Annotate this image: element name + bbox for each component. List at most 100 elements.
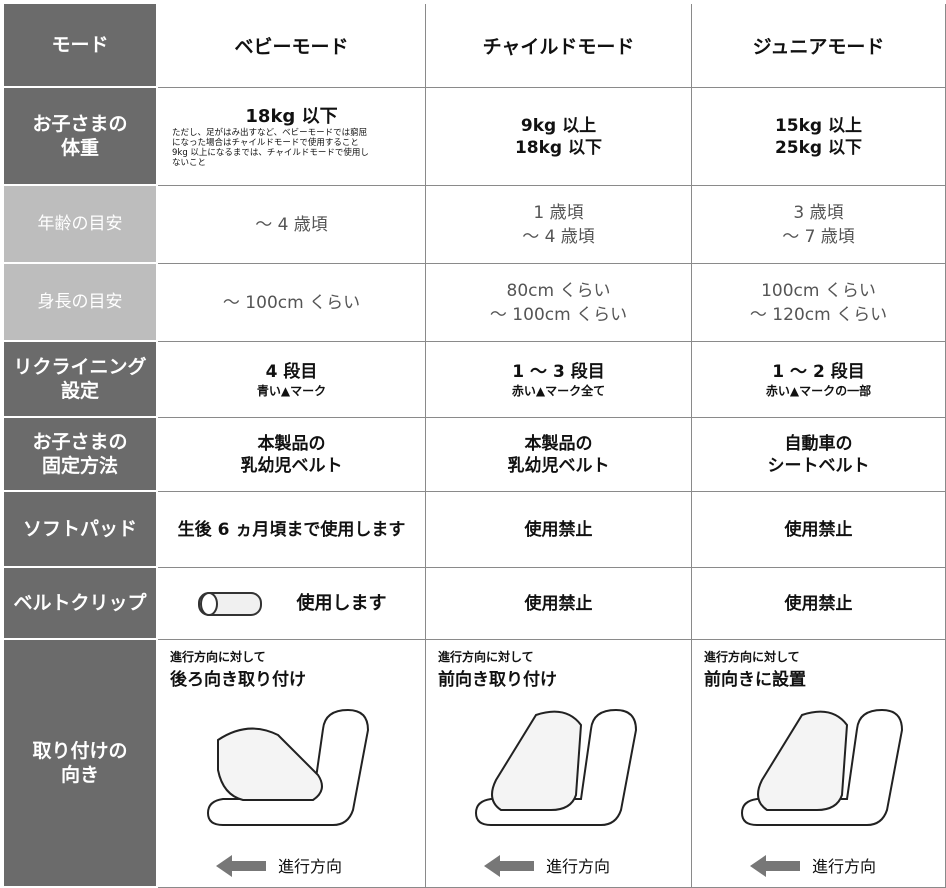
- direction-arrow: [484, 855, 534, 877]
- direction-caption: 進行方向: [812, 857, 877, 876]
- direction-pre: 進行方向に対して: [438, 650, 534, 664]
- value-main: 使用します: [296, 592, 387, 614]
- direction-caption: 進行方向: [546, 857, 611, 876]
- direction-pre: 進行方向に対して: [170, 650, 266, 664]
- clip-row: 使用します: [197, 587, 387, 621]
- row-label-line: 身長の目安: [37, 292, 123, 312]
- value-cell: 80cm くらい ～ 100cm くらい: [426, 264, 692, 342]
- value-main: シートベルト: [767, 455, 870, 476]
- value-main: ～ 7 歳頃: [782, 226, 855, 247]
- value-cell: 使用禁止: [426, 492, 692, 568]
- row-label-line: リクライニング: [13, 356, 147, 378]
- value-sub: 赤い▲マーク全て: [511, 383, 606, 398]
- value-cell: 使用禁止: [692, 568, 946, 640]
- row-label-line: ベルトクリップ: [13, 592, 147, 614]
- value-note: ないこと: [172, 157, 207, 168]
- value-main: 9kg 以上: [520, 115, 597, 136]
- value-cell: 本製品の 乳幼児ベルト: [426, 418, 692, 492]
- direction-caption: 進行方向: [278, 857, 343, 876]
- value-main: ～ 100cm くらい: [489, 304, 628, 325]
- row-label: お子さまの 固定方法: [4, 418, 158, 492]
- value-main: 3 歳頃: [793, 202, 844, 223]
- row-label: 取り付けの 向き: [4, 640, 158, 888]
- value-cell: 100cm くらい ～ 120cm くらい: [692, 264, 946, 342]
- direction-pre: 進行方向に対して: [704, 650, 800, 664]
- value-cell: 生後 6 ヵ月頃まで使用します: [158, 492, 426, 568]
- row-label-line: 固定方法: [41, 455, 118, 477]
- value-cell: 4 段目 青い▲マーク: [158, 342, 426, 418]
- row-label-line: ソフトパッド: [22, 518, 137, 540]
- direction-arrow: [216, 855, 266, 877]
- seat-illustration: [206, 708, 370, 826]
- row-label: 身長の目安: [4, 264, 158, 342]
- value-cell: 本製品の 乳幼児ベルト: [158, 418, 426, 492]
- value-main: 乳幼児ベルト: [240, 455, 343, 476]
- value-cell: 1 ～ 3 段目 赤い▲マーク全て: [426, 342, 692, 418]
- value-cell: 使用します: [158, 568, 426, 640]
- direction-title: 後ろ向き取り付け: [170, 670, 306, 690]
- value-cell: 使用禁止: [692, 492, 946, 568]
- value-cell: 9kg 以上 18kg 以下: [426, 88, 692, 186]
- header-text: モード: [51, 34, 109, 56]
- header-text: ベビーモード: [234, 36, 349, 58]
- direction-arrow: [750, 855, 800, 877]
- value-sub: 青い▲マーク: [256, 383, 327, 398]
- header-cell: チャイルドモード: [426, 4, 692, 88]
- value-main: ～ 4 歳頃: [522, 226, 595, 247]
- belt-clip-icon: [197, 591, 262, 616]
- seat-illustration: [740, 708, 904, 826]
- row-label-line: 向き: [60, 764, 99, 786]
- value-main: 自動車の: [784, 433, 853, 454]
- direction-cell: 進行方向に対して後ろ向き取り付け進行方向: [158, 640, 426, 888]
- value-main: 本製品の: [524, 433, 593, 454]
- value-main: ～ 4 歳頃: [255, 214, 328, 235]
- value-note: になった場合はチャイルドモードで使用すること: [172, 137, 359, 148]
- value-cell: 15kg 以上 25kg 以下: [692, 88, 946, 186]
- header-label: モード: [4, 4, 158, 88]
- value-cell: 18kg 以下 ただし、足がはみ出すなど、ベビーモードでは窮屈 になった場合はチャイ…: [158, 88, 426, 186]
- value-main: 1 ～ 2 段目: [772, 361, 865, 382]
- value-main: 乳幼児ベルト: [507, 455, 610, 476]
- value-main: 使用禁止: [524, 519, 593, 540]
- value-note: ただし、足がはみ出すなど、ベビーモードでは窮屈: [172, 127, 368, 138]
- value-main: ～ 120cm くらい: [749, 304, 888, 325]
- row-label-line: 取り付けの: [32, 740, 128, 762]
- header-cell: ベビーモード: [158, 4, 426, 88]
- direction-title: 前向き取り付け: [438, 670, 557, 690]
- row-label: お子さまの 体重: [4, 88, 158, 186]
- value-main: 18kg 以下: [514, 137, 603, 158]
- direction-cell: 進行方向に対して前向きに設置進行方向: [692, 640, 946, 888]
- value-cell: 3 歳頃 ～ 7 歳頃: [692, 186, 946, 264]
- value-main: 使用禁止: [784, 519, 853, 540]
- row-label-line: 年齢の目安: [37, 214, 123, 234]
- seat-illustration: [474, 708, 638, 826]
- value-cell: ～ 4 歳頃: [158, 186, 426, 264]
- value-cell: 1 ～ 2 段目 赤い▲マークの一部: [692, 342, 946, 418]
- value-main: 使用禁止: [524, 593, 593, 614]
- row-label-line: お子さまの: [32, 113, 128, 135]
- direction-title: 前向きに設置: [704, 670, 806, 690]
- value-note: 9kg 以上になるまでは、チャイルドモードで使用し: [172, 147, 369, 158]
- value-main: 25kg 以下: [774, 137, 863, 158]
- row-label-line: 体重: [60, 137, 99, 159]
- row-label: 年齢の目安: [4, 186, 158, 264]
- row-label-line: お子さまの: [32, 431, 128, 453]
- row-label: ベルトクリップ: [4, 568, 158, 640]
- value-main: 100cm くらい: [761, 280, 876, 301]
- value-main: 1 ～ 3 段目: [512, 361, 605, 382]
- value-main: 使用禁止: [784, 593, 853, 614]
- value-cell: ～ 100cm くらい: [158, 264, 426, 342]
- value-main: ～ 100cm くらい: [222, 292, 361, 313]
- value-cell: 自動車の シートベルト: [692, 418, 946, 492]
- header-text: ジュニアモード: [752, 36, 885, 58]
- value-main: 18kg 以下: [245, 105, 338, 127]
- value-main: 生後 6 ヵ月頃まで使用します: [177, 519, 406, 540]
- value-main: 4 段目: [265, 361, 318, 382]
- row-label: ソフトパッド: [4, 492, 158, 568]
- header-cell: ジュニアモード: [692, 4, 946, 88]
- header-text: チャイルドモード: [482, 36, 635, 58]
- value-main: 80cm くらい: [506, 280, 611, 301]
- value-main: 1 歳頃: [533, 202, 584, 223]
- row-label: リクライニング 設定: [4, 342, 158, 418]
